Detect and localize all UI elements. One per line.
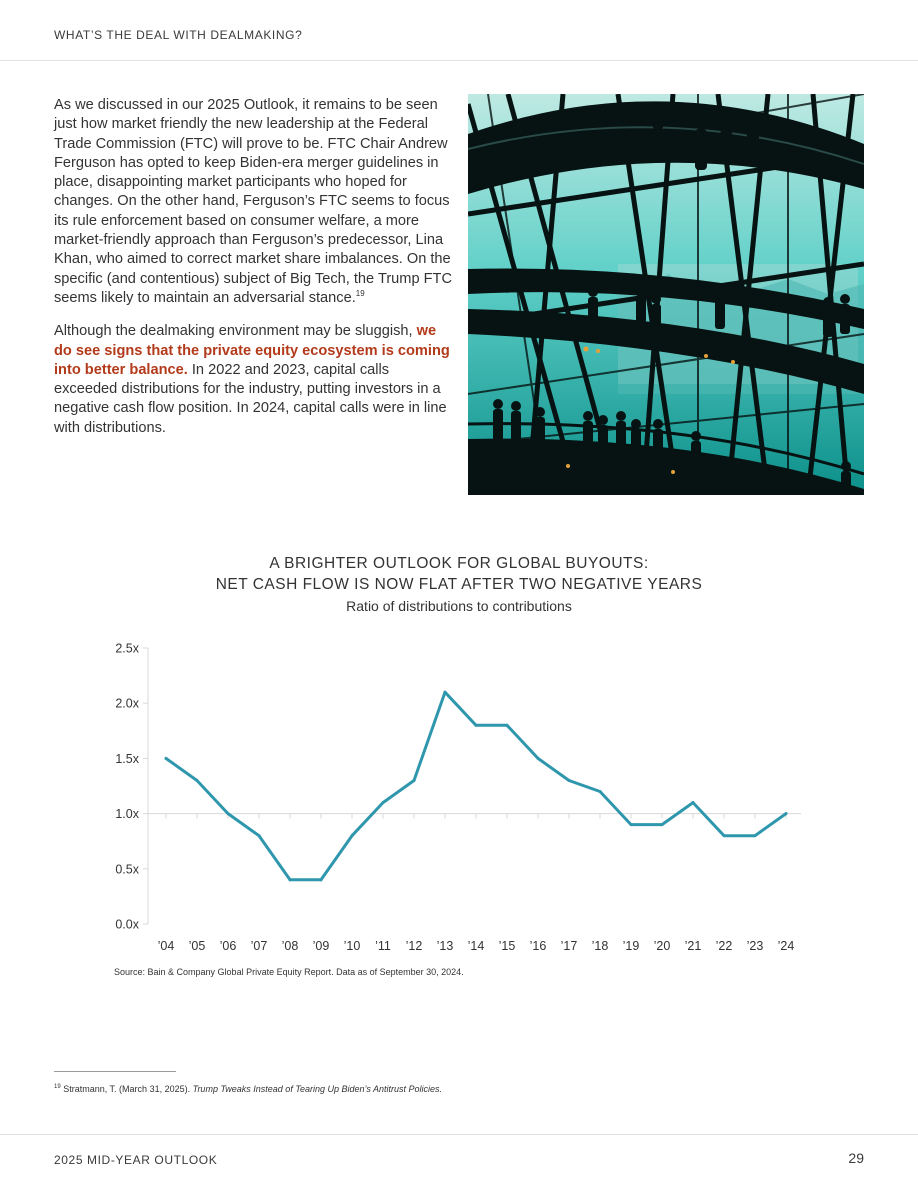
footnote-ref[interactable]: 19 <box>355 289 365 299</box>
paragraph-private-equity: Although the dealmaking environment may … <box>54 322 452 438</box>
x-tick-label: ’04 <box>158 939 175 953</box>
data-point <box>164 756 168 760</box>
x-tick-label: ’16 <box>530 939 547 953</box>
x-tick-label: ’06 <box>220 939 237 953</box>
article-body: As we discussed in our 2025 Outlook, it … <box>54 96 452 452</box>
x-tick-label: ’23 <box>747 939 764 953</box>
data-point <box>784 812 788 816</box>
paragraph-ftc: As we discussed in our 2025 Outlook, it … <box>54 96 452 308</box>
data-point <box>660 823 664 827</box>
y-tick-label: 1.5x <box>115 752 139 766</box>
line-chart-net-cash-flow: 0.0x 0.5x 1.0x 1.5x 2.0x 2.5x ’04 ’05 ’06 ’07 ’08 ’… <box>115 642 801 953</box>
series-line <box>164 690 788 882</box>
y-tick-label: 1.0x <box>115 807 139 821</box>
data-point <box>381 801 385 805</box>
data-point <box>195 778 199 782</box>
photo-glass-atrium-graphic <box>468 94 864 495</box>
data-point <box>598 790 602 794</box>
page-number: 29 <box>848 1150 864 1166</box>
data-point <box>567 778 571 782</box>
footnote-text: Stratmann, T. (March 31, 2025). <box>63 1084 193 1094</box>
x-tick-label: ’19 <box>623 939 640 953</box>
y-tick-label: 0.5x <box>115 862 139 876</box>
data-point <box>629 823 633 827</box>
footer-divider <box>0 1134 918 1135</box>
footnote-divider <box>54 1071 176 1072</box>
footnote-19: 19 Stratmann, T. (March 31, 2025). Trump… <box>54 1084 442 1094</box>
x-tick-label: ’07 <box>251 939 268 953</box>
footer-publication: 2025 MID-YEAR OUTLOOK <box>54 1153 218 1167</box>
data-point <box>691 801 695 805</box>
x-tick-label: ’20 <box>654 939 671 953</box>
data-point <box>412 778 416 782</box>
x-tick-label: ’10 <box>344 939 361 953</box>
data-point <box>474 723 478 727</box>
highlight-text: we do see signs that the private equity … <box>54 323 450 378</box>
x-tick-label: ’08 <box>282 939 299 953</box>
paragraph-ftc-text: As we discussed in our 2025 Outlook, it … <box>54 97 452 306</box>
paragraph-rest: In 2022 and 2023, capital calls exceeded… <box>54 361 447 436</box>
x-tick-label: ’14 <box>468 939 485 953</box>
chart-source-note: Source: Bain & Company Global Private Eq… <box>114 967 464 977</box>
chart-title-line2: NET CASH FLOW IS NOW FLAT AFTER TWO NEGA… <box>215 576 703 593</box>
x-tick-label: ’11 <box>375 939 391 953</box>
data-point <box>536 756 540 760</box>
chart-subtitle: Ratio of distributions to contributions <box>346 598 572 614</box>
data-point <box>319 878 323 882</box>
data-point <box>288 878 292 882</box>
data-point <box>722 834 726 838</box>
running-head-title: WHAT’S THE DEAL WITH DEALMAKING? <box>54 28 303 42</box>
footnote-number: 19 <box>54 1084 61 1090</box>
y-tick-label: 0.0x <box>115 918 139 932</box>
x-tick-label: ’15 <box>499 939 516 953</box>
x-tick-label: ’13 <box>437 939 454 953</box>
x-tick-label: ’09 <box>313 939 330 953</box>
x-tick-label: ’24 <box>778 939 795 953</box>
data-point <box>257 834 261 838</box>
y-tick-label: 2.0x <box>115 697 139 711</box>
x-tick-label: ’05 <box>189 939 206 953</box>
paragraph-lead: Although the dealmaking environment may … <box>54 323 417 340</box>
data-point <box>753 834 757 838</box>
data-point <box>505 723 509 727</box>
x-tick-label: ’18 <box>592 939 609 953</box>
photo-glass-atrium <box>468 94 864 495</box>
data-point <box>443 690 447 694</box>
x-tick-label: ’22 <box>716 939 733 953</box>
header-divider <box>0 60 918 61</box>
data-point <box>350 834 354 838</box>
footnote-source-title: Trump Tweaks Instead of Tearing Up Biden… <box>192 1084 443 1094</box>
chart-title-line1: A BRIGHTER OUTLOOK FOR GLOBAL BUYOUTS: <box>269 555 649 572</box>
data-point <box>226 812 230 816</box>
y-tick-label: 2.5x <box>115 642 139 656</box>
x-tick-label: ’21 <box>685 939 702 953</box>
x-tick-label: ’17 <box>561 939 578 953</box>
x-tick-label: ’12 <box>406 939 423 953</box>
